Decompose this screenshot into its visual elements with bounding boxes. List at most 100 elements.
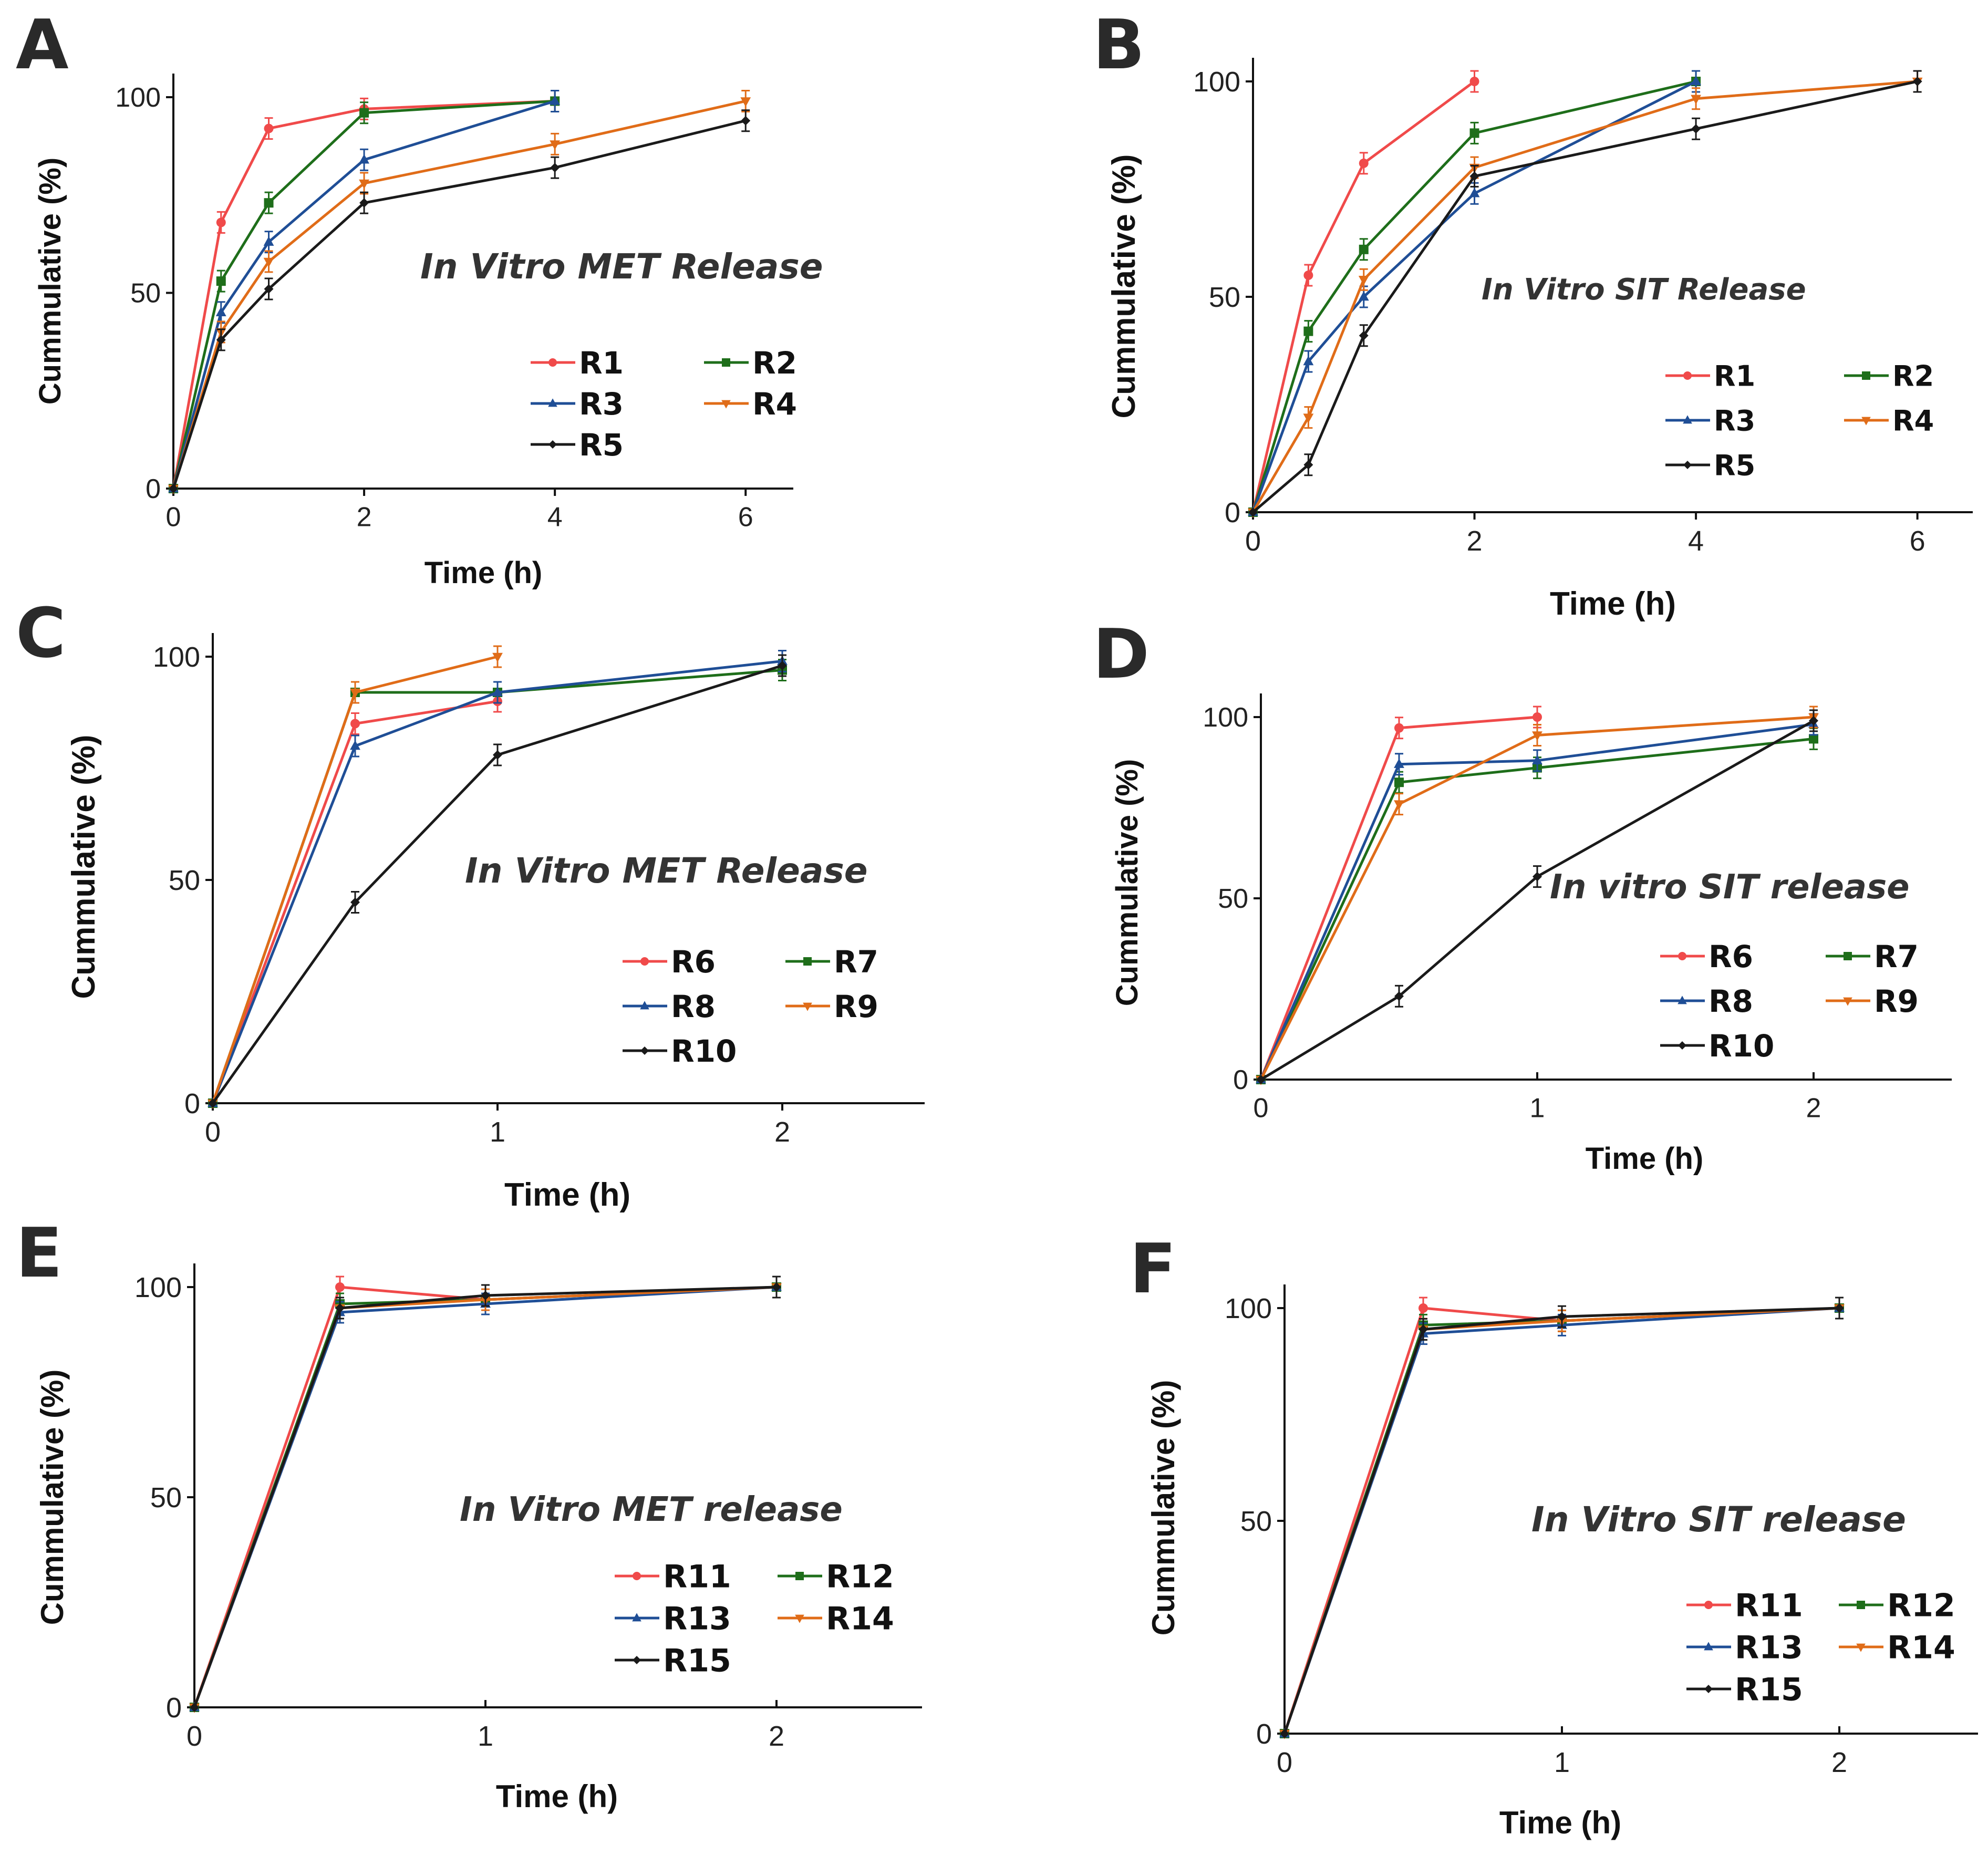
data-point xyxy=(1835,1303,1844,1313)
legend-marker xyxy=(1862,371,1870,380)
x-tick-label: 4 xyxy=(1688,525,1704,557)
panel-letter: A xyxy=(16,5,69,85)
data-point xyxy=(1418,1303,1428,1313)
x-tick-label: 0 xyxy=(205,1116,221,1148)
data-point xyxy=(1256,1075,1266,1084)
y-tick-label: 100 xyxy=(134,1272,182,1303)
data-point xyxy=(1303,326,1313,336)
x-tick-label: 2 xyxy=(774,1116,790,1148)
data-point xyxy=(263,257,274,267)
panel-letter: B xyxy=(1093,5,1145,85)
data-point xyxy=(350,688,360,698)
legend-label: R4 xyxy=(752,386,797,422)
data-point xyxy=(1359,244,1369,254)
plot-title: In Vitro MET release xyxy=(460,1490,843,1529)
series-r6 xyxy=(1256,706,1542,1084)
data-point xyxy=(550,140,561,150)
legend-label: R10 xyxy=(1709,1028,1774,1064)
series-line xyxy=(1251,80,1918,513)
x-tick-label: 0 xyxy=(1277,1747,1292,1778)
data-point xyxy=(1394,800,1404,810)
data-point xyxy=(1533,712,1542,722)
legend-label: R9 xyxy=(1874,983,1919,1019)
legend-label: R11 xyxy=(1735,1588,1803,1624)
legend-label: R1 xyxy=(579,345,624,381)
legend-marker xyxy=(1856,1643,1866,1652)
data-point xyxy=(1691,95,1701,105)
x-axis-title: Time (h) xyxy=(504,1177,630,1213)
data-point xyxy=(1303,413,1314,423)
panel-letter: E xyxy=(16,1213,63,1293)
legend-label: R6 xyxy=(1709,939,1753,975)
data-point xyxy=(1469,128,1479,138)
legend-marker xyxy=(1704,1642,1713,1651)
data-point xyxy=(1303,460,1313,470)
data-point xyxy=(1691,76,1701,86)
y-tick-label: 50 xyxy=(1209,282,1240,313)
data-point xyxy=(216,335,226,345)
data-point xyxy=(1303,356,1314,366)
data-point xyxy=(335,1303,345,1313)
y-tick-label: 50 xyxy=(130,278,161,309)
data-point xyxy=(263,236,274,246)
chart-panel-a: A 0 50 100 0 2 4 6 Time (h) Cummulative (%) In Vit… xyxy=(16,5,823,590)
legend-label: R7 xyxy=(1874,939,1919,975)
chart-panel-f: F 0 50 100 0 1 2 Time (h) Cummulative (%) In Vitr… xyxy=(1130,1229,1978,1840)
data-point xyxy=(208,1098,218,1108)
data-point xyxy=(359,108,369,118)
legend-marker xyxy=(1843,997,1852,1006)
data-point xyxy=(1394,778,1404,787)
legend-label: R13 xyxy=(1735,1630,1803,1666)
series-r10 xyxy=(208,654,787,1108)
series-line xyxy=(211,664,783,1104)
data-point xyxy=(215,306,226,316)
data-point xyxy=(359,198,369,208)
data-point xyxy=(1469,77,1479,86)
y-tick-label: 100 xyxy=(1193,66,1240,98)
legend-marker xyxy=(633,1656,641,1664)
y-tick-label: 0 xyxy=(166,1692,182,1724)
data-point xyxy=(1248,507,1258,517)
data-point xyxy=(264,123,274,133)
y-tick-label: 50 xyxy=(169,865,200,896)
y-tick-label: 100 xyxy=(1203,702,1248,733)
legend-label: R5 xyxy=(579,427,624,463)
series-r5 xyxy=(169,109,751,493)
data-point xyxy=(1691,124,1701,134)
legend-marker xyxy=(1861,417,1871,426)
series-r2 xyxy=(169,89,560,493)
data-point xyxy=(493,750,502,760)
x-tick-label: 2 xyxy=(1831,1747,1847,1778)
legend-label: R7 xyxy=(834,944,878,980)
data-point xyxy=(1533,872,1542,882)
legend-marker xyxy=(640,1046,649,1055)
legend-marker xyxy=(640,957,649,966)
legend-marker xyxy=(803,957,812,966)
data-point xyxy=(1394,758,1404,768)
legend-marker xyxy=(1683,415,1692,424)
series-r15 xyxy=(1280,1297,1844,1738)
legend-marker xyxy=(1683,371,1692,380)
panel-letter: C xyxy=(16,593,66,673)
legend-marker xyxy=(1857,1601,1865,1609)
x-tick-label: 2 xyxy=(1467,525,1483,557)
series-line xyxy=(1259,716,1814,1081)
plot-title: In Vitro SIT Release xyxy=(1482,273,1806,307)
y-axis-title: Cummulative (%) xyxy=(1106,154,1142,419)
data-point xyxy=(216,276,226,286)
legend-marker xyxy=(632,1613,641,1622)
legend-marker xyxy=(722,358,730,367)
series-r15 xyxy=(190,1276,781,1712)
legend-label: R4 xyxy=(1892,404,1934,437)
data-point xyxy=(1532,755,1542,764)
data-point xyxy=(492,687,503,697)
data-point xyxy=(1469,188,1480,198)
y-axis-title: Cummulative (%) xyxy=(33,158,67,405)
x-axis-title: Time (h) xyxy=(1550,586,1676,622)
data-point xyxy=(1358,276,1369,285)
y-tick-label: 100 xyxy=(1225,1293,1272,1324)
series-line xyxy=(1259,723,1814,1081)
y-tick-label: 50 xyxy=(1240,1506,1272,1537)
x-tick-label: 0 xyxy=(166,502,181,533)
legend-label: R8 xyxy=(671,989,716,1024)
